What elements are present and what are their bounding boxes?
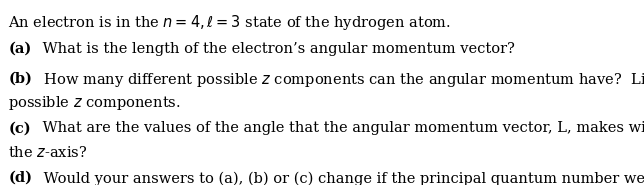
Text: An electron is in the $n = 4, \ell = 3$ state of the hydrogen atom.: An electron is in the $n = 4, \ell = 3$ … xyxy=(8,13,451,32)
Text: (b): (b) xyxy=(8,71,32,85)
Text: (d): (d) xyxy=(8,171,32,185)
Text: How many different possible $z$ components can the angular momentum have?  List : How many different possible $z$ componen… xyxy=(39,71,644,89)
Text: the $z$-axis?: the $z$-axis? xyxy=(8,145,88,160)
Text: What are the values of the angle that the angular momentum vector, L, makes with: What are the values of the angle that th… xyxy=(37,121,644,135)
Text: (c): (c) xyxy=(8,121,31,135)
Text: What is the length of the electron’s angular momentum vector?: What is the length of the electron’s ang… xyxy=(39,42,515,56)
Text: possible $z$ components.: possible $z$ components. xyxy=(8,94,181,112)
Text: (a): (a) xyxy=(8,42,32,56)
Text: Would your answers to (a), (b) or (c) change if the principal quantum number wer: Would your answers to (a), (b) or (c) ch… xyxy=(39,171,644,185)
